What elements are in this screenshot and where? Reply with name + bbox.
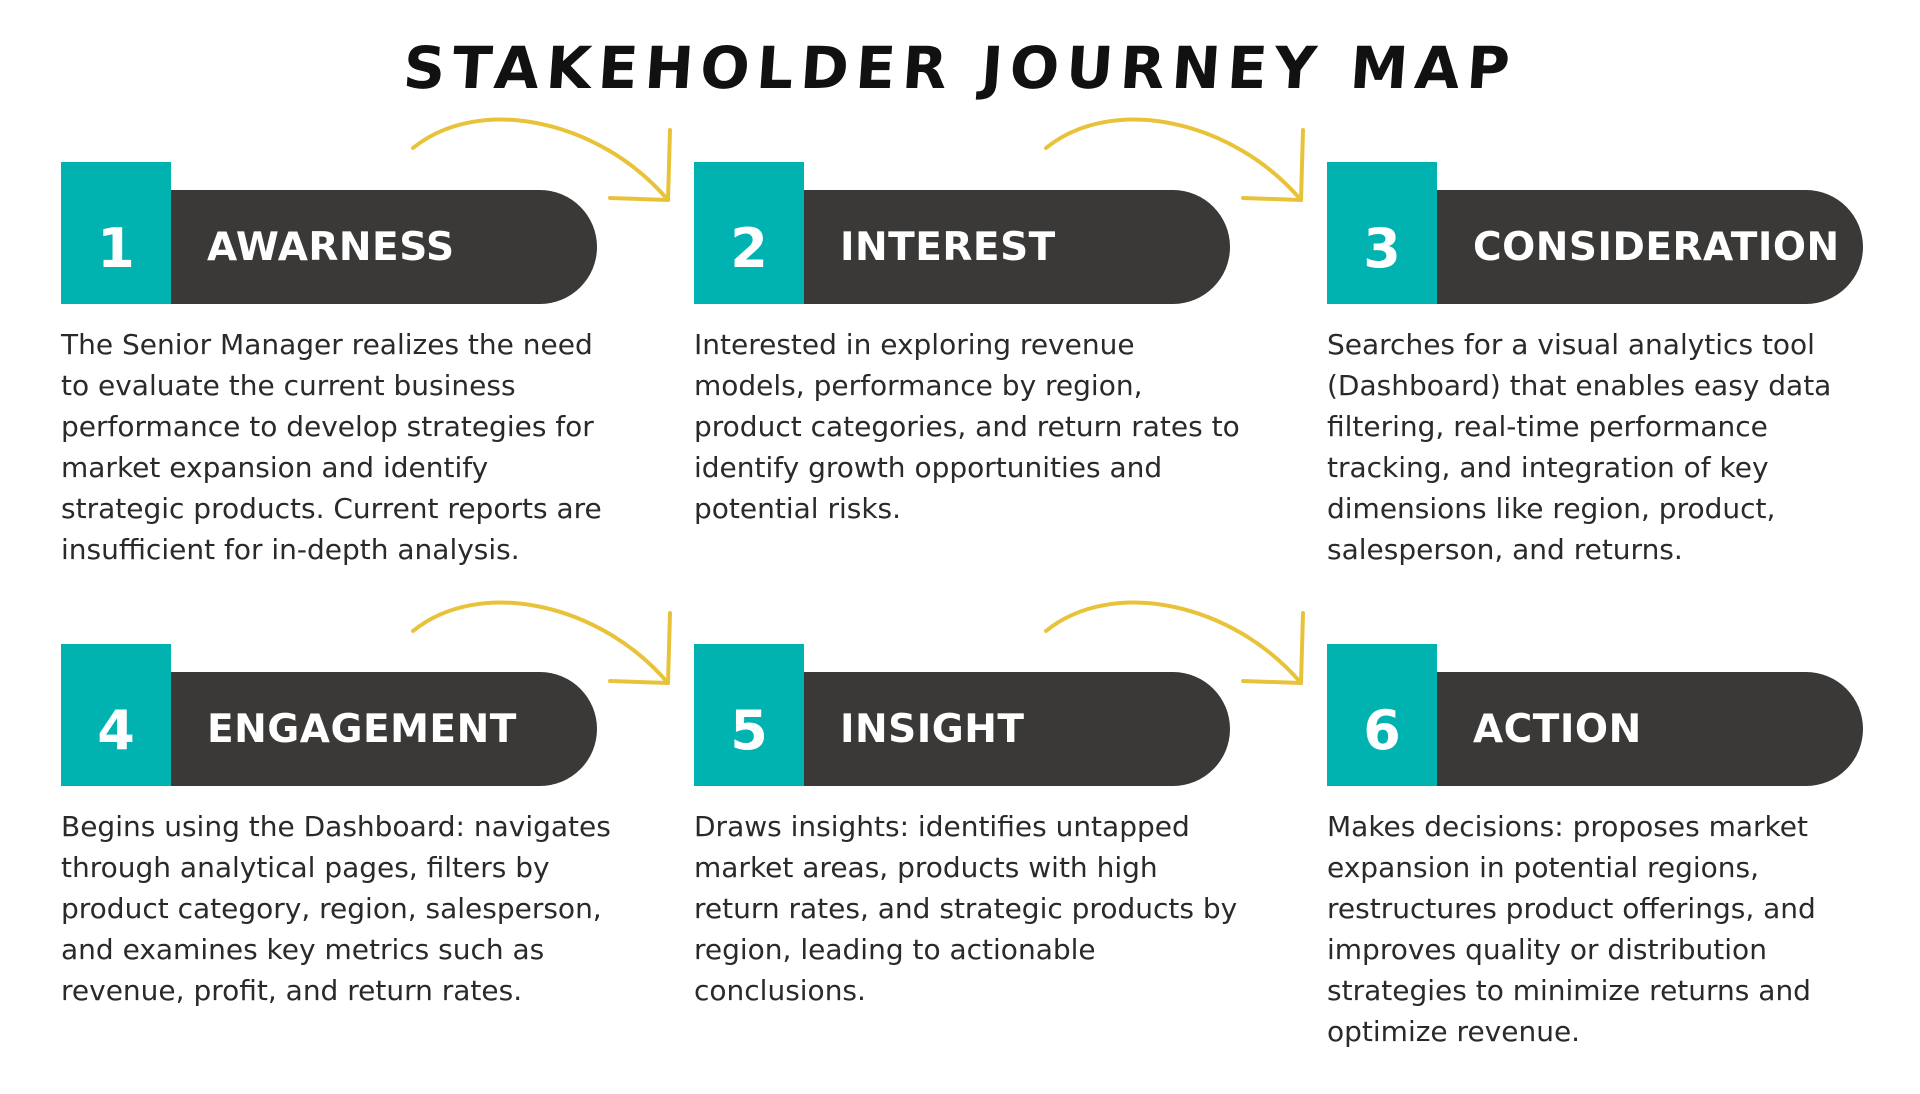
stage-number-box: 3 bbox=[1327, 162, 1437, 304]
stage-description: Begins using the Dashboard: navigates th… bbox=[61, 810, 611, 1007]
stage-label-pill: ENGAGEMENT bbox=[169, 672, 597, 786]
stage-action: 6 ACTION Makes decisions: proposes marke… bbox=[1327, 644, 1867, 1094]
stage-header: 1 AWARNESS bbox=[61, 162, 601, 304]
stage-description: The Senior Manager realizes the need to … bbox=[61, 328, 602, 566]
stage-interest: 2 INTEREST Interested in exploring reven… bbox=[694, 162, 1240, 612]
stage-consideration: 3 CONSIDERATION Searches for a visual an… bbox=[1327, 162, 1867, 612]
stage-label: CONSIDERATION bbox=[1473, 224, 1840, 270]
stage-header: 3 CONSIDERATION bbox=[1327, 162, 1867, 304]
stage-label-pill: INSIGHT bbox=[802, 672, 1230, 786]
stage-label-pill: AWARNESS bbox=[169, 190, 597, 304]
stage-description: Searches for a visual analytics tool (Da… bbox=[1327, 328, 1832, 566]
stage-engagement: 4 ENGAGEMENT Begins using the Dashboard:… bbox=[61, 644, 611, 1094]
stage-insight: 5 INSIGHT Draws insights: identifies unt… bbox=[694, 644, 1237, 1094]
stage-header: 4 ENGAGEMENT bbox=[61, 644, 601, 786]
arrow-icon-4-to-5 bbox=[411, 600, 672, 685]
stage-awareness: 1 AWARNESS The Senior Manager realizes t… bbox=[61, 162, 602, 612]
stage-description: Interested in exploring revenue models, … bbox=[694, 328, 1240, 525]
stage-description: Draws insights: identifies untapped mark… bbox=[694, 810, 1238, 1007]
arrow-icon-1-to-2 bbox=[411, 117, 672, 202]
stage-label: INSIGHT bbox=[840, 706, 1025, 752]
arrow-icon-5-to-6 bbox=[1044, 600, 1305, 685]
stage-header: 5 INSIGHT bbox=[694, 644, 1234, 786]
page-title: STAKEHOLDER JOURNEY MAP bbox=[401, 34, 1519, 102]
stage-header: 6 ACTION bbox=[1327, 644, 1867, 786]
stage-number-box: 2 bbox=[694, 162, 804, 304]
stage-number: 2 bbox=[730, 216, 768, 280]
arrow-icon-2-to-3 bbox=[1044, 117, 1305, 202]
stage-label: INTEREST bbox=[840, 224, 1056, 270]
stage-number-box: 4 bbox=[61, 644, 171, 786]
stage-number: 1 bbox=[97, 216, 135, 280]
stage-number-box: 6 bbox=[1327, 644, 1437, 786]
stage-number: 3 bbox=[1363, 216, 1401, 280]
stage-number: 5 bbox=[730, 698, 768, 762]
stage-number-box: 5 bbox=[694, 644, 804, 786]
stage-description: Makes decisions: proposes market expansi… bbox=[1327, 810, 1816, 1048]
stage-number: 6 bbox=[1363, 698, 1401, 762]
stage-label: AWARNESS bbox=[207, 224, 455, 270]
stage-label-pill: INTEREST bbox=[802, 190, 1230, 304]
stage-number-box: 1 bbox=[61, 162, 171, 304]
stage-label: ENGAGEMENT bbox=[207, 706, 517, 752]
stage-header: 2 INTEREST bbox=[694, 162, 1234, 304]
stage-label: ACTION bbox=[1473, 706, 1642, 752]
stage-label-pill: ACTION bbox=[1435, 672, 1863, 786]
stage-number: 4 bbox=[97, 698, 135, 762]
stage-label-pill: CONSIDERATION bbox=[1435, 190, 1863, 304]
